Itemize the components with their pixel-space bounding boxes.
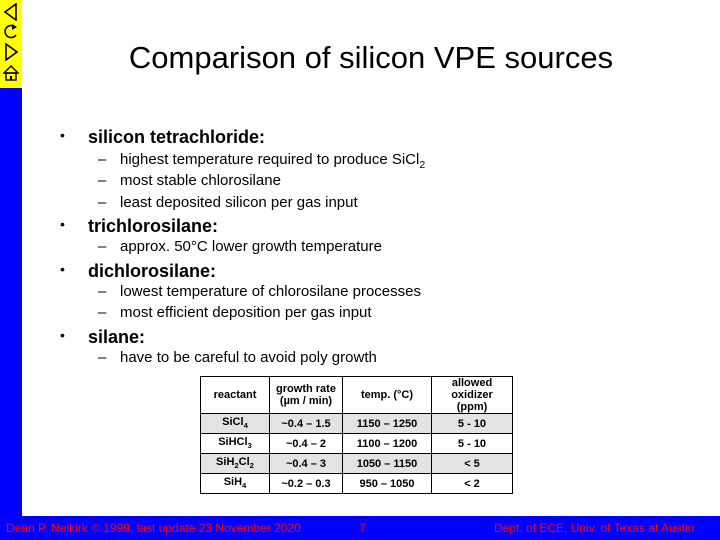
sub-marker: – xyxy=(98,283,107,300)
sub-marker: – xyxy=(98,172,107,189)
table-cell: 5 - 10 xyxy=(431,433,513,454)
sub-item-text: most stable chlorosilane xyxy=(120,172,281,189)
sub-marker: – xyxy=(98,238,107,255)
bullet-label: silicon tetrachloride: xyxy=(88,127,266,147)
table-cell: SiHCl3 xyxy=(200,433,270,454)
reactant-table: reactant growth rate (µm / min) temp. (°C… xyxy=(200,376,513,494)
table-cell: SiH2Cl2 xyxy=(200,453,270,474)
bullet-label: trichlorosilane: xyxy=(88,216,219,236)
forward-icon[interactable] xyxy=(2,42,20,62)
table-cell: SiH4 xyxy=(200,473,270,494)
table-cell: < 5 xyxy=(431,453,513,474)
sub-item-text: most efficient deposition per gas input xyxy=(120,304,372,321)
nav-bar xyxy=(0,0,22,88)
table-cell: ~0.4 – 3 xyxy=(269,453,343,474)
bullet-label: dichlorosilane: xyxy=(88,261,217,281)
table-row: SiH2Cl2 ~0.4 – 3 1050 – 1150 < 5 xyxy=(200,453,513,474)
sub-item-text: least deposited silicon per gas input xyxy=(120,194,358,211)
bullet-marker: • xyxy=(60,216,65,232)
sub-item-text: lowest temperature of chlorosilane proce… xyxy=(120,283,421,300)
sub-item-text: have to be careful to avoid poly growth xyxy=(120,349,377,366)
return-icon[interactable] xyxy=(2,22,20,42)
table-cell: 1100 – 1200 xyxy=(342,433,432,454)
table-row: SiCl4 ~0.4 – 1.5 1150 – 1250 5 - 10 xyxy=(200,413,513,434)
table-row: SiH4 ~0.2 – 0.3 950 – 1050 < 2 xyxy=(200,473,513,494)
table-cell: 5 - 10 xyxy=(431,413,513,434)
bullet-label: silane: xyxy=(88,327,146,347)
table-cell: ~0.2 – 0.3 xyxy=(269,473,343,494)
table-cell: SiCl4 xyxy=(200,413,270,434)
sub-item: – approx. 50°C lower growth temperature xyxy=(98,238,382,255)
table-header: allowed oxidizer (ppm) xyxy=(431,376,513,414)
table-cell: < 2 xyxy=(431,473,513,494)
footer-author: Dean P. Neikirk © 1999, last update 23 N… xyxy=(6,521,301,535)
table-header-row: reactant growth rate (µm / min) temp. (°C… xyxy=(200,376,513,414)
bullet-marker: • xyxy=(60,327,65,343)
sub-item: – have to be careful to avoid poly growth xyxy=(98,349,377,366)
page-title: Comparison of silicon VPE sources xyxy=(128,40,614,75)
sub-item: – highest temperature required to produce… xyxy=(98,151,425,171)
sub-item: – most efficient deposition per gas input xyxy=(98,304,372,321)
bullet-marker: • xyxy=(60,127,65,143)
table-cell: ~0.4 – 1.5 xyxy=(269,413,343,434)
table-header: reactant xyxy=(200,376,270,414)
footer-page-number: 7 xyxy=(359,521,366,535)
table-cell: ~0.4 – 2 xyxy=(269,433,343,454)
sub-item-text: approx. 50°C lower growth temperature xyxy=(120,238,382,255)
footer-dept: Dept. of ECE, Univ. of Texas at Austin xyxy=(494,521,695,535)
sub-marker: – xyxy=(98,304,107,321)
table-cell: 950 – 1050 xyxy=(342,473,432,494)
table-header: growth rate (µm / min) xyxy=(269,376,343,414)
table-row: SiHCl3 ~0.4 – 2 1100 – 1200 5 - 10 xyxy=(200,433,513,454)
sub-marker: – xyxy=(98,194,107,211)
table-cell: 1150 – 1250 xyxy=(342,413,432,434)
sub-marker: – xyxy=(98,151,107,168)
table-cell: 1050 – 1150 xyxy=(342,453,432,474)
sub-item-text: highest temperature required to produce … xyxy=(120,151,426,171)
slide: Comparison of silicon VPE sources • sili… xyxy=(22,0,720,516)
home-icon[interactable] xyxy=(2,63,20,83)
sub-item: – most stable chlorosilane xyxy=(98,172,281,189)
sub-item: – lowest temperature of chlorosilane proc… xyxy=(98,283,421,300)
sub-item: – least deposited silicon per gas input xyxy=(98,194,358,211)
back-icon[interactable] xyxy=(2,2,20,22)
table-header: temp. (°C) xyxy=(342,376,432,414)
bullet-marker: • xyxy=(60,261,65,277)
sub-marker: – xyxy=(98,349,107,366)
